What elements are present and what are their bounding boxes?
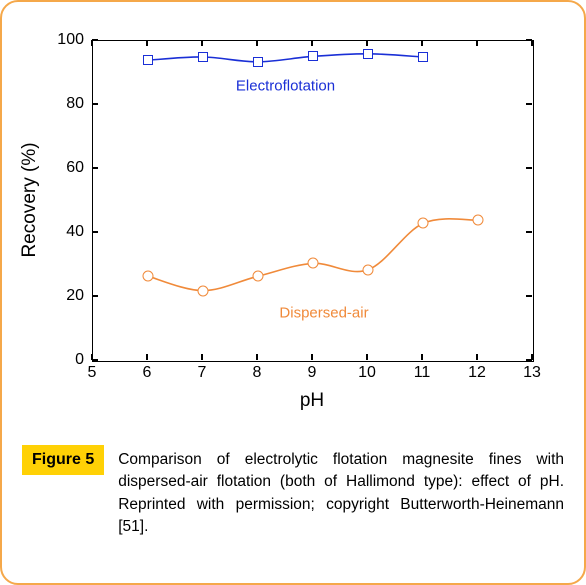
series-line-dispersed-air xyxy=(148,219,478,291)
y-tick xyxy=(526,231,532,233)
marker-dispersed-air xyxy=(198,285,209,296)
marker-electroflotation xyxy=(143,55,153,65)
y-tick xyxy=(526,103,532,105)
series-label-electroflotation: Electroflotation xyxy=(236,77,335,94)
x-tick-label: 6 xyxy=(143,364,152,382)
x-tick xyxy=(421,40,423,46)
x-tick xyxy=(201,40,203,46)
marker-electroflotation xyxy=(363,49,373,59)
x-tick xyxy=(311,40,313,46)
marker-electroflotation xyxy=(308,51,318,61)
y-tick xyxy=(526,167,532,169)
y-tick-label: 20 xyxy=(44,287,84,305)
y-tick-label: 80 xyxy=(44,95,84,113)
y-tick xyxy=(92,231,98,233)
y-tick xyxy=(92,39,98,41)
marker-dispersed-air xyxy=(308,258,319,269)
x-tick xyxy=(366,354,368,360)
x-tick xyxy=(91,40,93,46)
marker-dispersed-air xyxy=(143,271,154,282)
chart-area: Recovery (%) pH Electroflotation Disperse… xyxy=(22,20,562,420)
x-tick xyxy=(366,40,368,46)
x-tick-label: 10 xyxy=(358,364,376,382)
series-label-dispersed-air: Dispersed-air xyxy=(279,305,368,322)
marker-electroflotation xyxy=(418,52,428,62)
x-tick-label: 11 xyxy=(414,364,431,382)
y-tick-label: 40 xyxy=(44,223,84,241)
x-tick xyxy=(476,354,478,360)
marker-electroflotation xyxy=(253,57,263,67)
caption-text: Comparison of electrolytic flotation mag… xyxy=(118,445,564,539)
x-tick-label: 12 xyxy=(468,364,486,382)
y-tick xyxy=(92,295,98,297)
x-tick xyxy=(531,354,533,360)
y-tick-label: 0 xyxy=(44,351,84,369)
marker-dispersed-air xyxy=(473,215,484,226)
x-tick-label: 5 xyxy=(88,364,97,382)
x-tick xyxy=(421,354,423,360)
x-tick-label: 9 xyxy=(308,364,317,382)
x-tick xyxy=(201,354,203,360)
y-tick-label: 100 xyxy=(44,31,84,49)
marker-dispersed-air xyxy=(418,218,429,229)
marker-dispersed-air xyxy=(363,264,374,275)
caption-tag: Figure 5 xyxy=(22,445,104,475)
y-tick-label: 60 xyxy=(44,159,84,177)
figure-container: Recovery (%) pH Electroflotation Disperse… xyxy=(0,0,586,585)
x-tick xyxy=(146,354,148,360)
x-tick-label: 13 xyxy=(523,364,541,382)
x-tick xyxy=(256,354,258,360)
y-tick xyxy=(92,103,98,105)
x-tick xyxy=(91,354,93,360)
marker-electroflotation xyxy=(198,52,208,62)
y-tick xyxy=(92,167,98,169)
x-tick-label: 8 xyxy=(253,364,262,382)
y-axis-label: Recovery (%) xyxy=(19,142,41,257)
y-tick xyxy=(92,359,98,361)
x-tick xyxy=(476,40,478,46)
marker-dispersed-air xyxy=(253,271,264,282)
caption-block: Figure 5 Comparison of electrolytic flot… xyxy=(22,445,564,539)
x-tick xyxy=(146,40,148,46)
x-tick xyxy=(256,40,258,46)
x-tick xyxy=(311,354,313,360)
x-tick-label: 7 xyxy=(198,364,207,382)
series-line-electroflotation xyxy=(148,54,423,62)
y-tick xyxy=(526,295,532,297)
x-axis-label: pH xyxy=(92,390,532,412)
x-tick xyxy=(531,40,533,46)
plot-region: Electroflotation Dispersed-air xyxy=(92,40,534,362)
